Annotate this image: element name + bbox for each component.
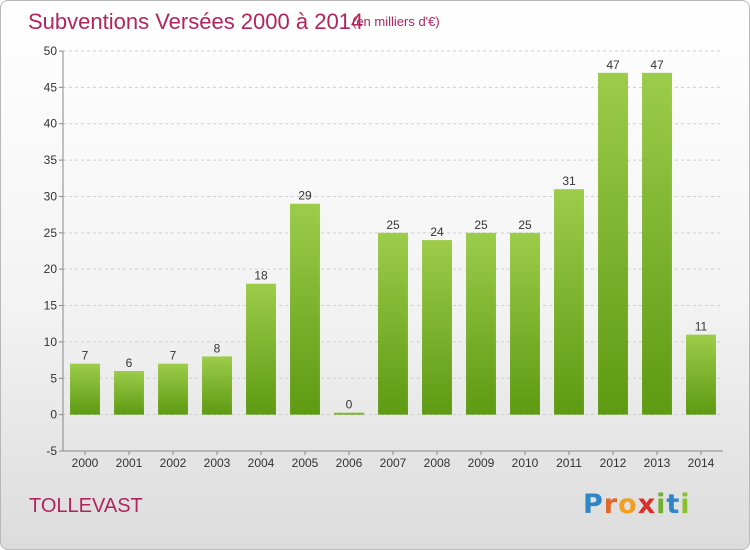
x-tick-label: 2008 [424, 456, 451, 470]
bar-2014 [686, 334, 716, 415]
bar-2011 [554, 189, 584, 415]
logo-letter: i [680, 489, 691, 520]
logo-letter: x [637, 489, 657, 520]
y-tick-label: 30 [44, 189, 58, 203]
x-tick-label: 2014 [688, 456, 715, 470]
bar-2006 [334, 412, 364, 415]
bar-2008 [422, 240, 452, 415]
value-label-2000: 7 [82, 349, 89, 363]
logo-letter: o [618, 489, 638, 520]
bar-2001 [114, 371, 144, 415]
value-label-2006: 0 [346, 398, 353, 412]
chart-title: Subventions Versées 2000 à 2014 [28, 9, 364, 34]
y-tick-label: 25 [44, 226, 58, 240]
x-tick-label: 2002 [160, 456, 187, 470]
bar-2010 [510, 232, 540, 415]
bars [70, 72, 716, 415]
y-tick-label: 45 [44, 80, 58, 94]
bar-2000 [70, 363, 100, 415]
logo-letter: P [583, 489, 604, 520]
proxiti-logo: Proxiti [583, 489, 691, 520]
x-tick-label: 2005 [292, 456, 319, 470]
value-label-2008: 24 [430, 225, 444, 239]
y-tick-label: 50 [44, 44, 58, 58]
x-tick-label: 2007 [380, 456, 407, 470]
x-tick-label: 2010 [512, 456, 539, 470]
value-label-2003: 8 [214, 341, 221, 355]
y-tick-labels: -5 0 5 10 15 20 25 30 35 40 45 50 [44, 44, 58, 458]
value-label-2013: 47 [650, 58, 664, 72]
bar-2004 [246, 283, 276, 415]
y-tick-label: -5 [46, 444, 57, 458]
x-tick-label: 2003 [204, 456, 231, 470]
x-tick-label: 2011 [556, 456, 582, 470]
y-tick-label: 5 [50, 371, 57, 385]
logo-letter: i [656, 489, 667, 520]
y-tick-label: 35 [44, 153, 58, 167]
value-label-2009: 25 [474, 218, 488, 232]
bar-2005 [290, 203, 320, 415]
bar-2009 [466, 232, 496, 415]
y-tick-label: 0 [50, 408, 57, 422]
x-tick-label: 2009 [468, 456, 495, 470]
x-tick-label: 2004 [248, 456, 275, 470]
chart-subtitle: (en milliers d'€) [352, 14, 440, 29]
value-label-2012: 47 [606, 58, 620, 72]
y-tick-label: 15 [44, 299, 58, 313]
value-label-2014: 11 [695, 320, 708, 334]
x-tick-label: 2013 [644, 456, 671, 470]
value-label-2001: 6 [126, 356, 133, 370]
value-label-2005: 29 [298, 189, 312, 203]
x-tick-label: 2000 [72, 456, 99, 470]
value-labels: 7 6 7 8 18 29 0 25 24 25 25 31 47 47 11 [82, 58, 708, 412]
x-tick-label: 2001 [116, 456, 143, 470]
value-label-2011: 31 [562, 174, 576, 188]
bar-2013 [642, 72, 672, 415]
bar-2003 [202, 356, 232, 415]
logo-letter: t [666, 489, 681, 520]
y-tick-label: 20 [44, 262, 58, 276]
logo-letter: r [603, 489, 619, 520]
value-label-2004: 18 [254, 269, 268, 283]
y-tick-label: 10 [44, 335, 58, 349]
value-label-2010: 25 [518, 218, 532, 232]
commune-name: TOLLEVAST [29, 495, 143, 517]
x-tick-label: 2006 [336, 456, 363, 470]
bar-2002 [158, 363, 188, 415]
y-tick-label: 40 [44, 117, 58, 131]
bar-2007 [378, 232, 408, 415]
value-label-2002: 7 [170, 349, 177, 363]
bar-2012 [598, 72, 628, 415]
x-tick-label: 2012 [600, 456, 627, 470]
x-tick-labels: 2000 2001 2002 2003 2004 2005 2006 2007 2008 2009… [72, 451, 715, 470]
value-label-2007: 25 [386, 218, 400, 232]
